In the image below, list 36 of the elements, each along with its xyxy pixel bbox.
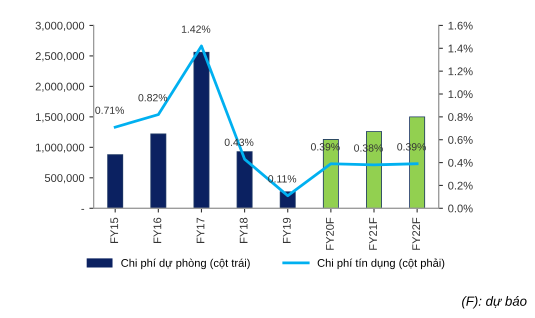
- legend-label: Chi phí tín dụng (cột phải): [318, 258, 444, 270]
- data-label: 0.11%: [268, 175, 296, 183]
- y-tick-label: 2,500,000: [36, 52, 84, 62]
- y-tick-label: -: [81, 208, 84, 210]
- y2-tick-label: 1.4%: [448, 44, 473, 52]
- x-tick-label: FY15: [110, 218, 118, 243]
- data-label: 0.38%: [354, 144, 383, 152]
- data-label: 0.82%: [138, 94, 168, 102]
- y2-tick-label: 1.0%: [448, 90, 473, 98]
- bar: [107, 154, 124, 208]
- x-tick-label: FY21F: [369, 218, 377, 250]
- data-label: 1.42%: [182, 25, 210, 33]
- y2-tick-label: 0.0%: [448, 204, 473, 212]
- bar: [193, 52, 210, 208]
- x-tick-label: FY17: [196, 218, 204, 243]
- y-tick-label: 3,000,000: [36, 22, 84, 31]
- y-tick-label: 1,500,000: [36, 113, 84, 122]
- x-tick-label: FY22F: [412, 218, 420, 250]
- x-tick-label: FY18: [240, 218, 248, 243]
- bar: [150, 134, 166, 208]
- y2-tick-label: 0.4%: [448, 158, 473, 167]
- y2-tick-label: 0.8%: [448, 113, 473, 121]
- y2-tick-label: 0.6%: [448, 136, 473, 144]
- x-tick-label: FY16: [153, 218, 162, 243]
- x-tick-label: FY19: [282, 218, 291, 243]
- y2-tick-label: 0.2%: [448, 182, 473, 190]
- x-tick-label: FY20F: [326, 218, 334, 250]
- legend-label: Chi phí dự phòng (cột trái): [121, 258, 250, 270]
- data-label: 0.71%: [95, 106, 124, 114]
- bar: [236, 151, 253, 208]
- y-tick-label: 1,000,000: [36, 144, 84, 153]
- text: (F): dự báo: [462, 296, 527, 308]
- y-tick-label: 2,000,000: [36, 82, 84, 92]
- y-tick-label: 500,000: [44, 174, 84, 184]
- y2-tick-label: 1.6%: [448, 22, 473, 30]
- y2-tick-label: 1.2%: [448, 67, 473, 76]
